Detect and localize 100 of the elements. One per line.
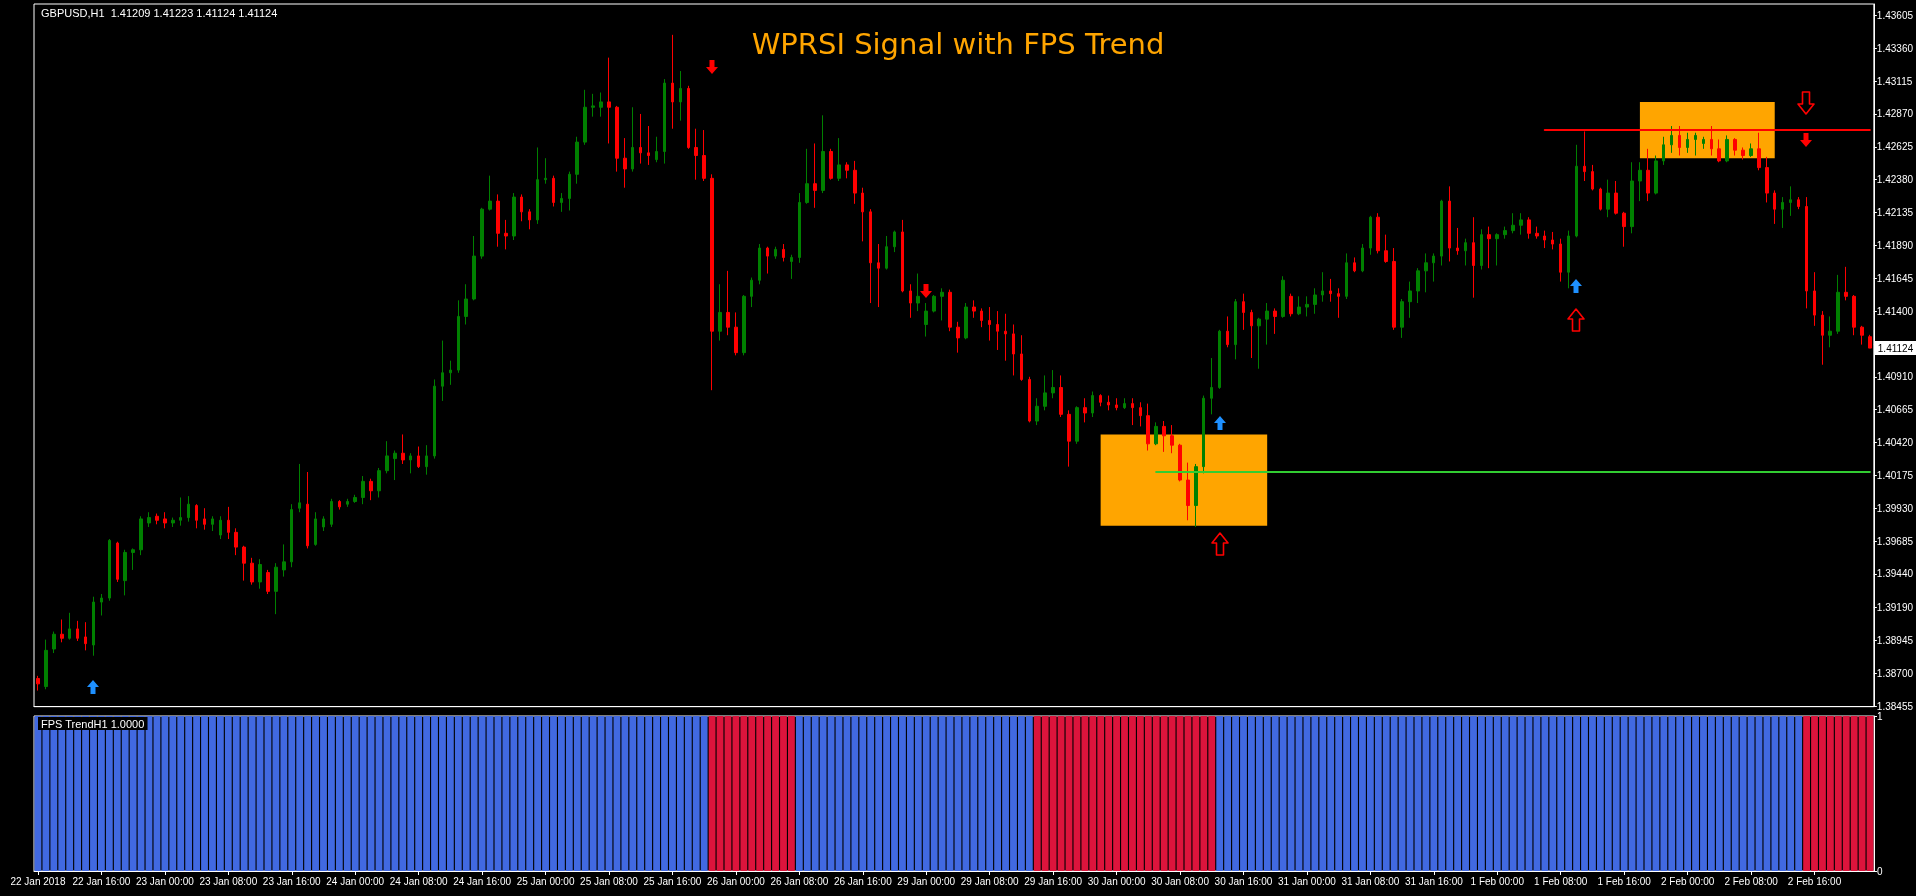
candlestick [718, 283, 722, 342]
candlestick [464, 283, 468, 325]
candlestick [1305, 295, 1309, 317]
x-tick-label: 2 Feb 08:00 [1724, 875, 1779, 887]
candlestick [131, 547, 135, 571]
candlestick [877, 243, 880, 308]
candlestick [338, 499, 341, 511]
candlestick [853, 160, 857, 205]
candlestick [1146, 403, 1150, 452]
candlestick [123, 549, 127, 596]
candlestick [663, 78, 666, 165]
candlestick [155, 513, 159, 525]
x-tick-label: 22 Jan 2018 [10, 875, 66, 887]
candlestick [393, 450, 397, 481]
y-tick-label: 1.43115 [1876, 75, 1913, 87]
x-tick-label: 25 Jan 08:00 [580, 875, 639, 887]
candlestick [694, 128, 698, 181]
candlestick [1004, 313, 1007, 362]
candlestick [1622, 211, 1626, 248]
candlestick [623, 137, 627, 189]
candlestick [1654, 155, 1658, 195]
y-tick-label: 1.39190 [1876, 601, 1914, 613]
candlestick [227, 506, 230, 540]
candlestick [1178, 443, 1182, 482]
candlestick [1099, 393, 1102, 407]
candlestick [1503, 226, 1507, 240]
candlestick [1107, 395, 1110, 411]
candlestick [813, 142, 817, 209]
candlestick [932, 294, 936, 313]
candlestick [916, 273, 920, 312]
candlestick [1424, 252, 1428, 293]
candlestick [1226, 315, 1229, 348]
candlestick [187, 495, 190, 523]
candlestick [805, 148, 809, 205]
candlestick [615, 105, 619, 173]
candlestick [1527, 216, 1531, 240]
candlestick [488, 175, 492, 212]
x-tick-label: 25 Jan 00:00 [516, 875, 575, 887]
candlestick [1440, 199, 1443, 266]
x-tick-label: 24 Jan 00:00 [326, 875, 385, 887]
candlestick [869, 208, 872, 304]
x-tick-label: 31 Jan 08:00 [1341, 875, 1400, 887]
candlestick [1369, 215, 1372, 256]
y-tick-label: 1.42625 [1876, 141, 1914, 153]
candlestick [1067, 409, 1071, 468]
candlestick [940, 287, 944, 321]
x-tick-label: 26 Jan 00:00 [706, 875, 766, 887]
candlestick [52, 631, 56, 654]
x-tick-label: 26 Jan 16:00 [833, 875, 893, 887]
candlestick [1551, 231, 1554, 250]
candlestick [893, 230, 896, 253]
candlestick [1828, 315, 1832, 348]
candlestick [306, 471, 309, 549]
candlestick [1591, 164, 1594, 191]
candlestick [1400, 298, 1404, 339]
y-tick-label: 1.39930 [1876, 502, 1914, 514]
candlestick [1868, 334, 1872, 349]
x-tick-label: 30 Jan 16:00 [1214, 875, 1273, 887]
candlestick [742, 294, 746, 356]
candlestick [1638, 161, 1642, 202]
candlestick [1035, 397, 1039, 426]
candlestick [639, 113, 642, 165]
candlestick [108, 538, 111, 602]
candlestick [1329, 278, 1332, 303]
candlestick [346, 498, 349, 508]
candlestick [1059, 374, 1063, 418]
x-tick-label: 29 Jan 16:00 [1024, 875, 1083, 887]
candlestick [575, 136, 579, 185]
candlestick [544, 157, 547, 185]
candlestick [909, 283, 912, 319]
candlestick [195, 503, 198, 529]
candlestick [1599, 187, 1602, 212]
candlestick [1091, 391, 1094, 418]
candlestick [536, 146, 539, 225]
candlestick [1250, 309, 1253, 359]
candlestick [1741, 146, 1745, 161]
candlestick [1487, 226, 1491, 269]
candlestick [234, 527, 238, 556]
candlestick [1749, 142, 1753, 158]
candlestick [1337, 287, 1340, 319]
y-tick-label: 1.38700 [1876, 667, 1914, 679]
candlestick [1630, 161, 1634, 234]
y-tick-label: 1.43360 [1876, 42, 1914, 54]
x-tick-label: 29 Jan 08:00 [960, 875, 1020, 887]
candlestick [1852, 294, 1856, 336]
candlestick [76, 620, 79, 642]
candlestick [845, 161, 849, 179]
candlestick [1559, 238, 1562, 283]
candlestick [472, 235, 476, 301]
candlestick [1186, 462, 1190, 521]
y-tick-label: 0 [1877, 865, 1883, 877]
candlestick [1797, 196, 1800, 210]
candlestick [1456, 227, 1459, 256]
candlestick [1162, 420, 1166, 453]
candlestick [750, 277, 753, 308]
candlestick [1543, 230, 1546, 249]
candlestick [425, 444, 428, 476]
candlestick [1202, 395, 1205, 474]
candlestick [1495, 232, 1499, 266]
candlestick [512, 192, 516, 241]
